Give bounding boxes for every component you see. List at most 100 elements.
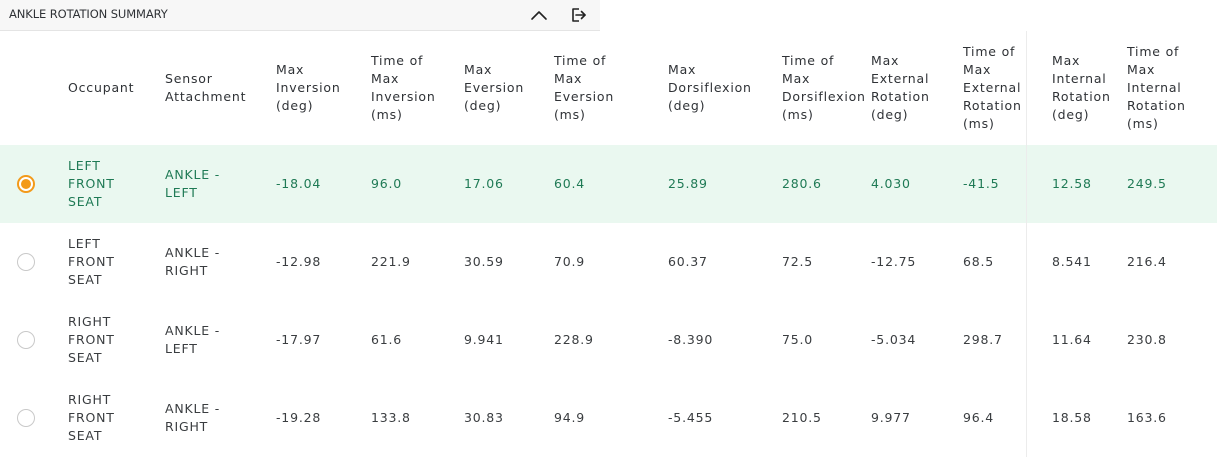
- attachment-line: ANKLE -: [165, 323, 221, 338]
- column-header: Time of Max Inversion (ms): [371, 31, 464, 145]
- column-header: Sensor Attachment: [165, 31, 276, 145]
- export-icon: [572, 8, 586, 22]
- occupant-cell: LEFT FRONT SEAT: [68, 145, 165, 223]
- column-header-line: External: [963, 80, 1022, 95]
- value-cell: 30.59: [464, 254, 504, 269]
- row-radio-button[interactable]: [17, 409, 35, 427]
- collapse-button[interactable]: [527, 3, 551, 27]
- value-cell: 61.6: [371, 332, 403, 347]
- value-cell: 60.4: [554, 145, 668, 223]
- row-select-cell: [0, 145, 68, 223]
- column-header-line: Max: [1052, 53, 1081, 68]
- column-header: Max Eversion (deg): [464, 31, 554, 145]
- column-header-line: Max: [668, 62, 697, 77]
- column-header-line: (deg): [668, 98, 706, 113]
- column-header-line: (deg): [871, 107, 909, 122]
- attachment-line: ANKLE -: [165, 401, 221, 416]
- column-header-line: Max: [554, 71, 583, 86]
- value-cell: -19.28: [276, 410, 322, 425]
- value-cell: 221.9: [371, 254, 411, 269]
- table-row[interactable]: RIGHT FRONT SEAT ANKLE - LEFT -17.97 61.6 9.941…: [0, 301, 1217, 379]
- column-header-line: Max: [464, 62, 493, 77]
- value-cell: 216.4: [1127, 254, 1167, 269]
- occupant-line: RIGHT: [68, 392, 112, 407]
- column-header: Max External Rotation (deg): [871, 31, 963, 145]
- column-header-line: Dorsiflexion: [668, 80, 752, 95]
- value-cell: 163.6: [1127, 410, 1167, 425]
- column-header-line: Max: [276, 62, 305, 77]
- value-cell: 96.0: [371, 145, 464, 223]
- column-header: Max Dorsiflexion (deg): [668, 31, 782, 145]
- column-header-line: Time of: [963, 44, 1016, 59]
- column-header: Time of Max External Rotation (ms): [963, 31, 1052, 145]
- value-cell: -12.75: [871, 254, 917, 269]
- value-cell: 17.06: [464, 145, 554, 223]
- table-header-row: Occupant Sensor Attachment Max Inversion (deg…: [0, 31, 1217, 145]
- occupant-line: SEAT: [68, 272, 103, 287]
- occupant-cell: RIGHT FRONT SEAT: [68, 379, 165, 457]
- value-cell: 4.030: [871, 145, 963, 223]
- column-divider: [1026, 31, 1027, 457]
- row-radio-button[interactable]: [17, 253, 35, 271]
- column-header-line: Sensor: [165, 71, 213, 86]
- attachment-line: RIGHT: [165, 263, 209, 278]
- column-header: Time of Max Eversion (ms): [554, 31, 668, 145]
- value-cell: -5.034: [871, 332, 917, 347]
- column-header-line: Attachment: [165, 89, 247, 104]
- attachment-line: ANKLE -: [165, 167, 221, 182]
- column-header-line: (ms): [782, 107, 814, 122]
- table-row[interactable]: LEFT FRONT SEAT ANKLE - LEFT -18.04 96.0 17.06 6…: [0, 145, 1217, 223]
- row-radio-button[interactable]: [17, 175, 35, 193]
- value-cell: 230.8: [1127, 332, 1167, 347]
- column-header-line: Max: [1127, 62, 1156, 77]
- column-header-line: Rotation: [871, 89, 930, 104]
- value-cell: -41.5: [963, 145, 1052, 223]
- row-select-cell: [0, 301, 68, 379]
- value-cell: 94.9: [554, 410, 586, 425]
- column-header-line: (ms): [963, 116, 995, 131]
- occupant-line: FRONT: [68, 332, 115, 347]
- value-cell: 72.5: [782, 254, 814, 269]
- column-header-line: Rotation: [963, 98, 1022, 113]
- value-cell: 30.83: [464, 410, 504, 425]
- row-select-cell: [0, 379, 68, 457]
- summary-table: Occupant Sensor Attachment Max Inversion (deg…: [0, 31, 1217, 457]
- value-cell: 9.977: [871, 410, 911, 425]
- column-header-line: Max: [371, 71, 400, 86]
- attachment-line: ANKLE -: [165, 245, 221, 260]
- occupant-cell: RIGHT FRONT SEAT: [68, 301, 165, 379]
- occupant-cell: LEFT FRONT SEAT: [68, 223, 165, 301]
- sensor-attachment-cell: ANKLE - RIGHT: [165, 379, 276, 457]
- occupant-line: LEFT: [68, 236, 101, 251]
- export-button[interactable]: [566, 3, 590, 27]
- radio-dot: [21, 179, 31, 189]
- header-select: [0, 31, 68, 145]
- attachment-line: RIGHT: [165, 419, 209, 434]
- summary-table-container: Occupant Sensor Attachment Max Inversion (deg…: [0, 31, 1217, 457]
- value-cell: 25.89: [668, 145, 782, 223]
- column-header-line: Occupant: [68, 80, 135, 95]
- row-radio-button[interactable]: [17, 331, 35, 349]
- column-header-line: Max: [871, 53, 900, 68]
- occupant-line: RIGHT: [68, 314, 112, 329]
- column-header-line: (ms): [1127, 116, 1159, 131]
- column-header-line: External: [871, 71, 930, 86]
- attachment-line: LEFT: [165, 185, 198, 200]
- column-header-line: Rotation: [1127, 98, 1186, 113]
- column-header-line: Rotation: [1052, 89, 1111, 104]
- attachment-line: LEFT: [165, 341, 198, 356]
- column-header: Occupant: [68, 31, 165, 145]
- table-row[interactable]: LEFT FRONT SEAT ANKLE - RIGHT -12.98 221.9 30.5…: [0, 223, 1217, 301]
- value-cell: 70.9: [554, 254, 586, 269]
- table-row[interactable]: RIGHT FRONT SEAT ANKLE - RIGHT -19.28 133.8 30.…: [0, 379, 1217, 457]
- column-header-line: (deg): [464, 98, 502, 113]
- value-cell: 96.4: [963, 410, 995, 425]
- value-cell: 9.941: [464, 332, 504, 347]
- row-select-cell: [0, 223, 68, 301]
- sensor-attachment-cell: ANKLE - LEFT: [165, 145, 276, 223]
- sensor-attachment-cell: ANKLE - LEFT: [165, 301, 276, 379]
- value-cell: -17.97: [276, 332, 322, 347]
- column-header-line: Time of: [371, 53, 424, 68]
- value-cell: 18.58: [1052, 410, 1092, 425]
- value-cell: 228.9: [554, 332, 594, 347]
